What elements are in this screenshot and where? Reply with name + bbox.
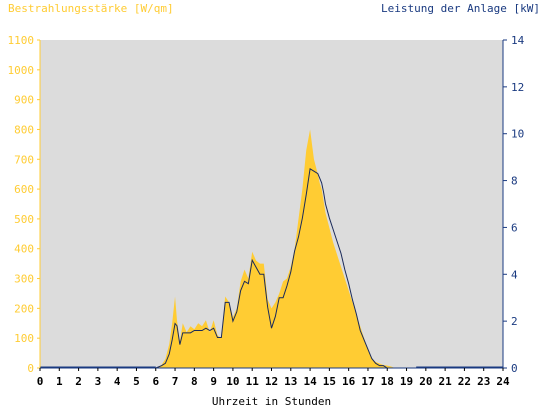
axes-layer: 0100200300400500600700800900100011000246… <box>8 34 525 388</box>
x-tick-label: 21 <box>439 375 453 388</box>
x-tick-label: 0 <box>37 375 44 388</box>
irradiance-area-layer <box>155 129 417 368</box>
x-tick-label: 11 <box>246 375 260 388</box>
y-left-tick-label: 700 <box>14 153 34 166</box>
y-left-tick-label: 200 <box>14 302 34 315</box>
irradiance-area <box>155 129 417 368</box>
x-tick-label: 4 <box>114 375 121 388</box>
x-tick-label: 22 <box>458 375 471 388</box>
x-tick-label: 15 <box>323 375 336 388</box>
x-axis-label: Uhrzeit in Stunden <box>212 395 331 408</box>
y-left-tick-label: 300 <box>14 273 34 286</box>
y-left-tick-label: 900 <box>14 94 34 107</box>
y-left-tick-label: 1000 <box>8 64 35 77</box>
y-left-tick-label: 600 <box>14 183 34 196</box>
y-left-tick-label: 0 <box>27 362 34 375</box>
x-tick-label: 17 <box>361 375 374 388</box>
x-tick-label: 1 <box>56 375 63 388</box>
y-right-tick-label: 2 <box>511 315 518 328</box>
x-tick-label: 16 <box>342 375 356 388</box>
y-right-tick-label: 10 <box>511 128 524 141</box>
x-tick-label: 5 <box>133 375 140 388</box>
y-right-tick-label: 0 <box>511 362 518 375</box>
y-right-tick-label: 6 <box>511 221 518 234</box>
x-tick-label: 7 <box>172 375 179 388</box>
x-tick-label: 20 <box>419 375 432 388</box>
x-tick-label: 9 <box>210 375 217 388</box>
y-axis-left-label: Bestrahlungsstärke [W/qm] <box>8 2 174 15</box>
y-axis-right-label: Leistung der Anlage [kW] <box>381 2 540 15</box>
x-tick-label: 19 <box>400 375 413 388</box>
x-tick-label: 6 <box>152 375 159 388</box>
y-left-tick-label: 500 <box>14 213 34 226</box>
x-tick-label: 13 <box>284 375 297 388</box>
y-right-tick-label: 4 <box>511 268 518 281</box>
power-line <box>155 168 417 369</box>
y-left-tick-label: 100 <box>14 332 34 345</box>
x-tick-label: 18 <box>381 375 394 388</box>
x-tick-label: 10 <box>226 375 239 388</box>
x-tick-label: 8 <box>191 375 198 388</box>
x-tick-label: 24 <box>496 375 510 388</box>
x-tick-label: 14 <box>303 375 317 388</box>
y-right-tick-label: 8 <box>511 175 518 188</box>
x-tick-label: 23 <box>477 375 490 388</box>
y-left-tick-label: 1100 <box>8 34 35 47</box>
x-tick-label: 12 <box>265 375 278 388</box>
y-left-tick-label: 800 <box>14 123 34 136</box>
y-left-tick-label: 400 <box>14 243 34 256</box>
y-right-tick-label: 14 <box>511 34 525 47</box>
y-right-tick-label: 12 <box>511 81 524 94</box>
x-tick-label: 2 <box>75 375 82 388</box>
x-tick-label: 3 <box>95 375 102 388</box>
power-line-layer <box>40 168 503 369</box>
